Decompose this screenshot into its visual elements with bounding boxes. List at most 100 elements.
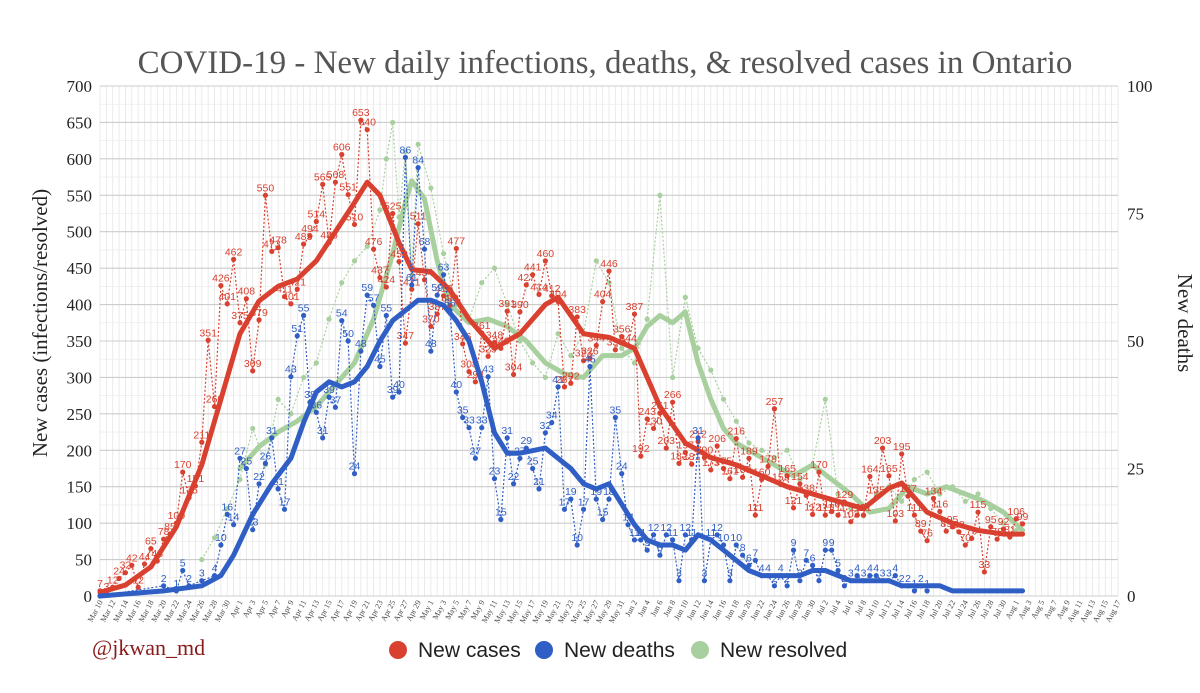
data-point: [428, 185, 434, 191]
data-point: [822, 547, 828, 553]
data-point: [962, 498, 968, 504]
y-tick-label-left: 100: [67, 514, 93, 533]
data-point: [727, 578, 733, 584]
data-label: 21: [533, 476, 545, 488]
data-label: 32: [540, 420, 552, 432]
data-label: 78: [991, 526, 1003, 538]
data-label: 3: [880, 568, 886, 580]
data-point: [243, 296, 249, 302]
data-point: [644, 316, 650, 322]
data-point: [765, 463, 771, 469]
data-label: 8: [657, 542, 663, 554]
data-point: [892, 573, 898, 579]
data-label: 175: [715, 456, 733, 468]
data-point: [498, 516, 504, 523]
data-label: 103: [887, 508, 905, 520]
data-label: 10: [718, 532, 730, 544]
data-point: [663, 445, 669, 451]
data-label: 88: [953, 519, 965, 531]
data-label: 212: [689, 429, 707, 441]
data-point: [867, 573, 873, 579]
data-label: 401: [282, 291, 300, 303]
data-label: 344: [619, 332, 637, 344]
data-label: 65: [145, 536, 157, 548]
data-point: [911, 476, 918, 483]
data-label: 10: [571, 532, 583, 544]
data-point: [689, 461, 695, 467]
data-point: [778, 573, 784, 579]
data-point: [892, 518, 898, 524]
data-label: 3: [886, 568, 892, 580]
y-tick-label-right: 0: [1127, 587, 1136, 606]
data-point: [835, 567, 841, 574]
data-point: [790, 505, 797, 511]
data-label: 2: [918, 573, 924, 585]
data-label: 111: [817, 502, 833, 514]
data-point: [879, 578, 886, 584]
data-label: 412: [435, 283, 453, 295]
data-label: 375: [231, 310, 249, 322]
data-label: 4: [873, 563, 879, 575]
data-label: 40: [450, 379, 462, 391]
data-label: 4: [867, 563, 873, 575]
data-label: 31: [317, 425, 329, 437]
data-point: [491, 339, 498, 346]
data-label: 95: [985, 514, 997, 526]
data-point: [1007, 534, 1013, 540]
data-point: [269, 248, 275, 254]
data-point: [396, 389, 402, 395]
data-label: 15: [495, 507, 507, 519]
data-point: [332, 404, 339, 410]
data-label: 2: [899, 573, 905, 585]
data-point: [428, 323, 434, 330]
data-point: [956, 529, 962, 535]
data-point: [383, 284, 389, 290]
data-label: 5: [835, 558, 841, 570]
data-label: 653: [352, 107, 370, 119]
legend-label-new-deaths: New deaths: [564, 639, 675, 662]
data-point: [587, 355, 593, 362]
data-point: [479, 425, 485, 431]
data-point: [708, 467, 714, 473]
data-label: 340: [492, 335, 510, 347]
data-label: 211: [193, 429, 210, 441]
data-label: 31: [501, 425, 513, 437]
data-label: 43: [285, 364, 297, 376]
data-label: 356: [613, 324, 631, 336]
data-label: 50: [342, 328, 354, 340]
data-point: [867, 473, 873, 480]
data-label: 48: [425, 338, 437, 350]
data-label: 7: [752, 547, 758, 559]
series-daily-line: [99, 118, 1023, 595]
data-point: [1000, 526, 1007, 532]
data-label: 45: [374, 354, 386, 366]
data-label: 426: [212, 273, 230, 285]
data-label: 427: [518, 272, 536, 284]
data-label: 478: [269, 235, 287, 247]
data-point: [657, 192, 663, 198]
data-point: [345, 191, 351, 198]
data-point: [224, 505, 230, 512]
data-point: [536, 486, 542, 492]
data-label: 181: [683, 451, 701, 463]
data-point: [510, 371, 517, 378]
data-label: 111: [830, 502, 846, 514]
data-label: 4: [778, 563, 784, 575]
data-label: 173: [702, 457, 720, 469]
data-label: 203: [874, 435, 892, 447]
data-label: 551: [339, 182, 357, 194]
data-point: [949, 524, 956, 530]
data-point: [224, 301, 230, 307]
data-point: [759, 476, 765, 483]
data-point: [886, 473, 892, 479]
data-label: 3: [816, 568, 822, 580]
data-label: 197: [677, 439, 695, 451]
data-point: [593, 342, 599, 348]
data-point: [670, 399, 676, 405]
data-point: [841, 499, 848, 505]
data-label: 164: [861, 464, 879, 476]
data-point: [243, 465, 249, 472]
data-label: 19: [565, 486, 577, 498]
data-label: 3: [861, 568, 867, 580]
data-label: 170: [174, 459, 192, 471]
